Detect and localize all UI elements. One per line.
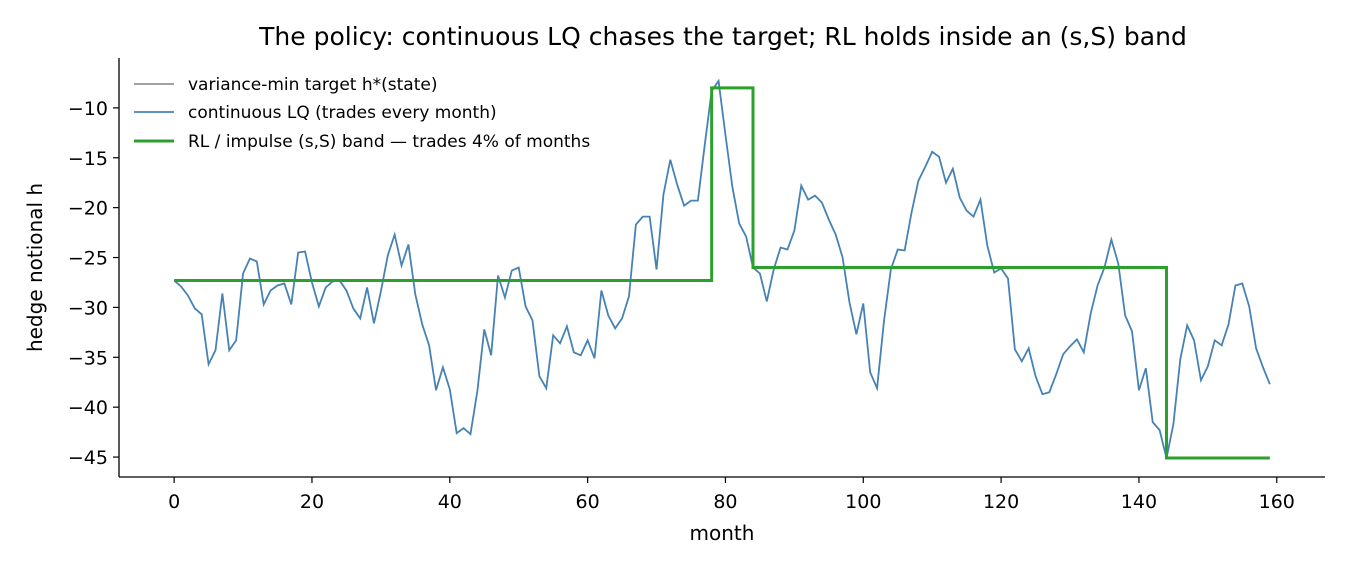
legend-label-lq: continuous LQ (trades every month) — [188, 103, 497, 123]
x-tick-label: 140 — [1121, 491, 1157, 513]
y-tick-label: −25 — [68, 248, 108, 270]
y-tick-label: −45 — [68, 447, 108, 469]
x-tick-label: 40 — [438, 491, 462, 513]
legend-label-rl: RL / impulse (s,S) band — trades 4% of m… — [188, 132, 590, 152]
series-lq-line — [173, 78, 1271, 459]
y-tick-label: −40 — [68, 397, 108, 419]
y-axis-ticks: −45 −40 −35 −30 −25 −20 −15 −10 — [68, 98, 119, 469]
x-axis-ticks: 0 20 40 60 80 100 120 140 160 — [168, 477, 1295, 513]
x-tick-label: 80 — [713, 491, 737, 513]
plot-area — [173, 78, 1271, 460]
x-tick-label: 100 — [845, 491, 881, 513]
y-tick-label: −20 — [68, 198, 108, 220]
y-tick-label: −30 — [68, 297, 108, 319]
x-tick-label: 20 — [300, 491, 324, 513]
y-tick-label: −10 — [68, 98, 108, 120]
y-axis-label: hedge notional h — [23, 183, 47, 352]
x-tick-label: 0 — [168, 491, 180, 513]
y-tick-label: −15 — [68, 148, 108, 170]
series-rl-line — [174, 86, 1270, 460]
x-axis-label: month — [690, 521, 755, 545]
legend: variance-min target h*(state) continuous… — [134, 75, 590, 152]
legend-label-target: variance-min target h*(state) — [188, 75, 437, 95]
chart-title: The policy: continuous LQ chases the tar… — [258, 22, 1187, 51]
x-tick-label: 60 — [576, 491, 600, 513]
y-tick-label: −35 — [68, 347, 108, 369]
x-tick-label: 160 — [1259, 491, 1295, 513]
x-tick-label: 120 — [983, 491, 1019, 513]
